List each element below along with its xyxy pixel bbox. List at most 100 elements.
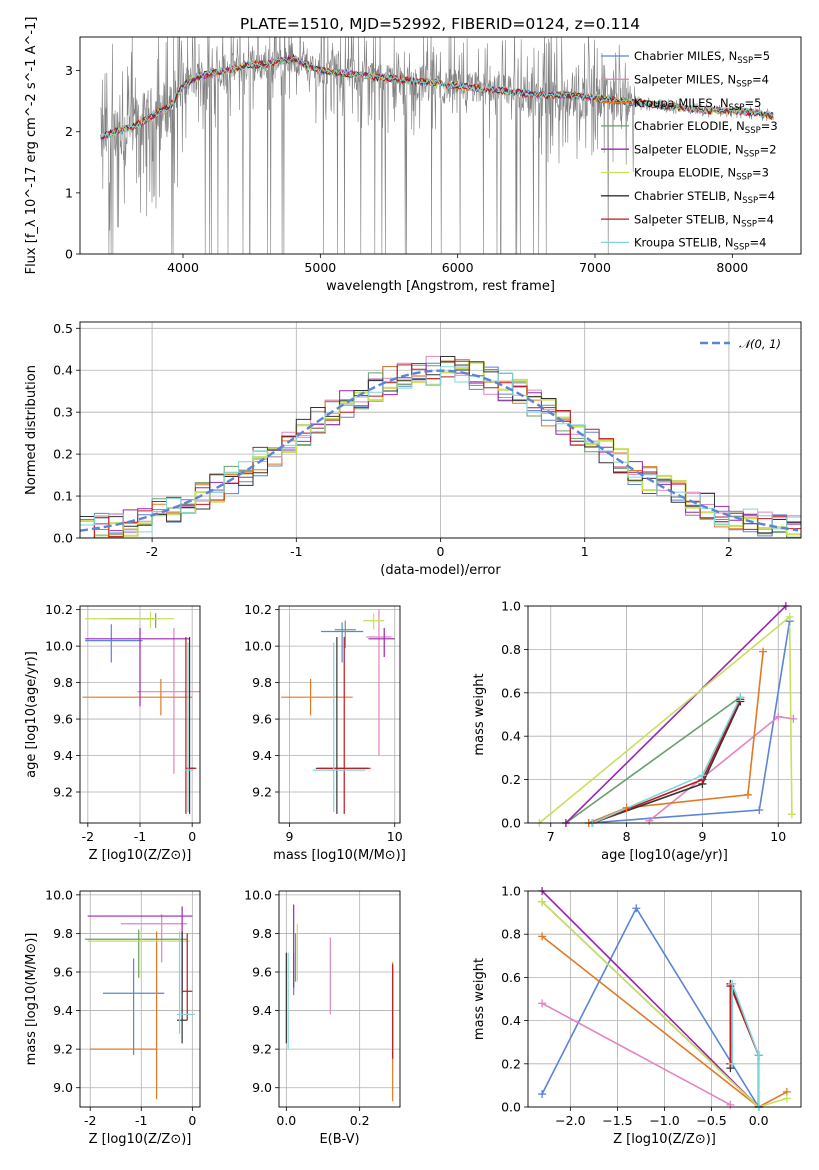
errorbar-point [82,678,193,716]
y-tick-label: 9.6 [53,965,73,980]
x-axis-label: Z [log10(Z/Z⊙)] [89,1132,192,1147]
y-tick-label: 1.0 [501,599,521,614]
x-tick-label: −1.0 [649,1113,679,1128]
errorbar-point [363,613,385,630]
mass-weight-marker [759,647,768,656]
x-tick-label: −2.0 [555,1113,585,1128]
mass-weight-marker [726,1100,735,1109]
errorbar-point [281,678,353,716]
errorbar-point [85,624,143,663]
errorbar-point [177,931,195,1034]
y-tick-label: 9.8 [252,926,272,941]
errorbar-point [368,627,395,658]
y-tick-label: 1 [65,185,73,200]
mass-weight-marker [774,712,783,721]
y-axis-label: mass weight [472,958,487,1040]
errorbar-point [334,620,356,648]
x-tick-label: 1 [581,544,589,559]
mass-weight-line [731,983,760,1107]
x-tick-label: 0 [437,544,445,559]
y-tick-label: 0.0 [53,531,73,546]
x-axis-label: Z [log10(Z/Z⊙)] [613,1132,716,1147]
errorbar-point [312,642,366,813]
residuals-marks [80,355,801,538]
mass_vs_EBV-panel: 0.0 0.2 9.0 9.2 9.4 9.6 9.8 10.0 E(B-V) [244,887,401,1147]
y-tick-label: 0.2 [53,447,73,462]
spectrum-legend: Chabrier MILES, NSSP=5 Salpeter MILES, NS… [601,49,778,253]
legend-label: Chabrier STELIB, NSSP=4 [634,189,775,206]
x-tick-label: 7 [547,829,555,844]
x-tick-label: 4000 [167,260,199,275]
mass-weight-line [541,935,788,1107]
y-tick-label: 0 [65,247,73,262]
age_vs_mass-panel: 9 10 9.2 9.4 9.6 9.8 10.0 10.2 mass [log10(M/M⊙)… [244,602,406,863]
x-tick-label: -2 [84,1113,96,1128]
errorbar-point [321,622,364,663]
mass-weight-marker [538,999,547,1008]
y-tick-label: 9.2 [252,785,272,800]
x-axis-label: wavelength [Angstrom, rest frame] [326,279,555,294]
mass-weight-marker [789,714,798,723]
errorbar-point [315,637,369,814]
y-tick-label: 9.4 [252,748,272,763]
y-tick-label: 0.1 [53,489,73,504]
y-axis-label: age [log10(age/yr)] [24,651,39,778]
gaussian-curve [80,369,799,532]
x-tick-label: -2 [146,544,158,559]
x-tick-label: −0.5 [696,1113,726,1128]
axes-frame [79,321,802,539]
mass-weight-line [592,701,742,823]
mass_weight_vs_age-panel: 7 8 9 10 0.0 0.2 0.4 0.6 0.8 1.0 age [log10(age/yr… [472,599,802,863]
y-tick-label: 9.4 [252,1003,272,1018]
legend-label: 𝒩(0, 1) [739,337,781,351]
x-tick-label: 0.0 [276,1113,296,1128]
errorbar-point [85,611,174,628]
errorbar-point [87,931,190,980]
y-tick-label: 0.5 [53,321,73,336]
y-tick-label: 9.6 [252,712,272,727]
mass-weight-marker [538,1090,547,1099]
y-axis-label: mass weight [472,673,487,755]
x-axis-label: mass [log10(M/M⊙)] [273,848,406,863]
x-tick-label: -1 [134,829,146,844]
y-tick-label: 9.8 [53,926,73,941]
axes-frame [79,36,802,255]
x-tick-label: -2 [82,829,94,844]
mass-weight-marker [645,816,654,825]
y-tick-label: 10.0 [244,887,272,902]
y-tick-label: 9.4 [53,748,73,763]
mass_vs_Z-marks [85,906,195,1100]
legend-label: Salpeter MILES, NSSP=4 [634,73,769,90]
mass-weight-marker [538,932,547,941]
x-axis-label: (data-model)/error [380,563,501,578]
mass-weight-marker [632,904,641,913]
errorbar-point [317,637,371,814]
y-tick-label: 10.0 [45,887,73,902]
figure-title: PLATE=1510, MJD=52992, FIBERID=0124, z=0… [240,15,640,33]
mass-weight-marker [782,1094,791,1103]
spectrum-panel: 4000 5000 6000 7000 8000 0 1 2 3 wavelength [Angs… [24,17,802,294]
y-tick-label: 2 [65,124,73,139]
x-tick-label: -1 [290,544,302,559]
mass-weight-marker [728,979,737,988]
axes-frame [527,605,802,824]
x-tick-label: 8000 [716,260,748,275]
y-tick-label: 0.6 [501,970,521,985]
x-tick-label: 7000 [579,260,611,275]
y-tick-label: 0.4 [53,363,73,378]
y-tick-label: 9.8 [252,675,272,690]
errorbar-point [366,609,392,756]
mass_vs_Z-panel: -2 -1 0 9.0 9.2 9.4 9.6 9.8 10.0 Z [log10(Z/Z⊙)] m… [24,887,201,1147]
y-tick-label: 10.0 [244,639,272,654]
errorbar-point [108,613,157,628]
y-tick-label: 0.4 [501,1013,521,1028]
age_vs_mass-marks [281,609,395,814]
errorbar-point [102,958,165,1055]
mass-weight-line [541,901,788,1107]
residual-histogram [80,356,801,534]
x-tick-label: 10 [770,829,786,844]
errorbar-point [137,627,200,774]
y-tick-label: 0.8 [501,927,521,942]
mass-weight-line [588,651,764,823]
y-tick-label: 9.0 [252,1080,272,1095]
